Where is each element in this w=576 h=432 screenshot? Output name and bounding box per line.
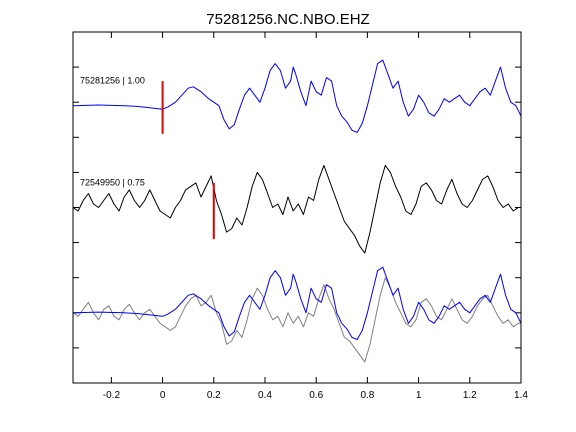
x-tick-label-0: -0.2 xyxy=(103,390,121,401)
x-tick-labels: -0.2 0 0.2 0.4 0.6 0.8 1 1.2 1.4 xyxy=(103,390,529,401)
x-tick-label-1: 0 xyxy=(160,390,166,401)
trace-line-0 xyxy=(73,59,521,133)
x-tick-label-2: 0.2 xyxy=(207,390,221,401)
x-tick-label-6: 1 xyxy=(416,390,422,401)
trace-line-1 xyxy=(73,164,521,254)
x-tick-label-4: 0.6 xyxy=(309,390,323,401)
plot-frame xyxy=(72,31,522,384)
pick-markers xyxy=(161,81,215,240)
trace-lines xyxy=(73,59,521,363)
trace-line-3 xyxy=(73,266,521,340)
trace-label-0: 75281256 | 1.00 xyxy=(80,76,145,86)
chart-title: 75281256.NC.NBO.EHZ xyxy=(206,11,369,28)
x-tick-label-3: 0.4 xyxy=(258,390,272,401)
x-tick-label-5: 0.8 xyxy=(360,390,374,401)
x-tick-label-7: 1.2 xyxy=(463,390,477,401)
trace-label-1: 72549950 | 0.75 xyxy=(80,178,145,188)
x-tick-label-8: 1.4 xyxy=(514,390,528,401)
trace-line-2 xyxy=(73,277,521,363)
trace-labels: 75281256 | 1.00 72549950 | 0.75 xyxy=(80,76,145,188)
